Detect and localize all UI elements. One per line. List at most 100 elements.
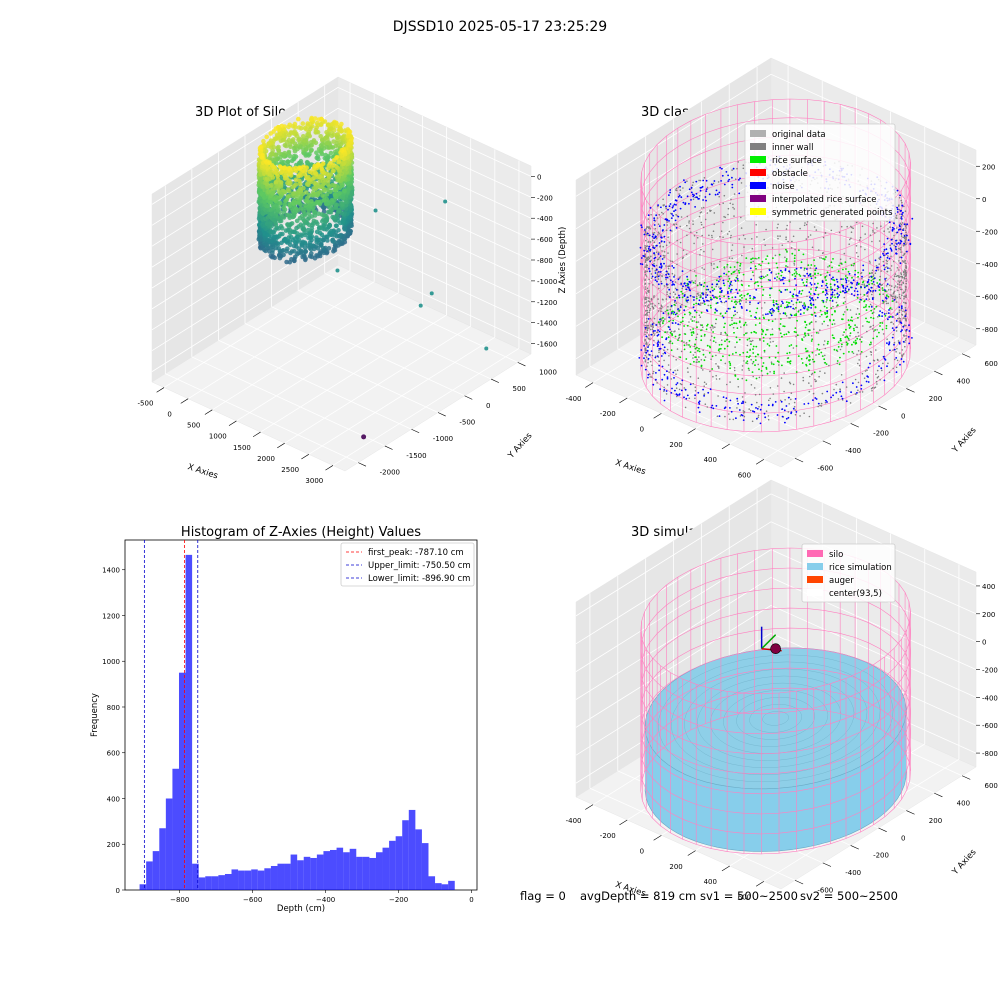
classify-wall-point bbox=[823, 340, 826, 342]
classify-noise-point bbox=[644, 326, 647, 329]
classify-wall-point bbox=[726, 383, 728, 386]
classify-noise-point bbox=[674, 322, 677, 324]
classify-wall-point bbox=[703, 385, 705, 388]
classify-rice-point bbox=[808, 355, 811, 358]
classify-rice-point bbox=[856, 296, 859, 299]
classify-wall-point bbox=[644, 359, 647, 361]
raw-cloud-point bbox=[306, 235, 311, 241]
classify-wall-point bbox=[675, 302, 678, 305]
classify-rice-point bbox=[758, 263, 760, 266]
classify-wall-point bbox=[668, 275, 671, 278]
classify-wall-point bbox=[693, 270, 696, 272]
classify-rice-point bbox=[766, 255, 769, 257]
classify-wall-point bbox=[901, 260, 904, 262]
classify-wall-point bbox=[751, 247, 754, 250]
classify-rice-point bbox=[762, 336, 765, 339]
classify-noise-point bbox=[647, 357, 650, 360]
classify-rice-point bbox=[868, 283, 870, 286]
classify-rice-point bbox=[739, 353, 741, 356]
classify-wall-point bbox=[702, 326, 704, 329]
raw-cloud-point bbox=[294, 225, 299, 231]
classify-wall-point bbox=[900, 309, 903, 311]
raw-cloud-point bbox=[319, 166, 324, 171]
classify-rice-point bbox=[804, 347, 807, 350]
classify-rice-point bbox=[851, 351, 854, 353]
classify-rice-point bbox=[685, 358, 688, 360]
classify-wall-point bbox=[694, 351, 696, 354]
classify-rice-point bbox=[799, 275, 802, 277]
classify-rice-point bbox=[787, 301, 790, 304]
classify-rice-point bbox=[781, 335, 783, 338]
classify-wall-point bbox=[715, 363, 717, 365]
classify-wall-point bbox=[822, 251, 824, 254]
classify-rice-point bbox=[746, 360, 749, 363]
raw-cloud-point bbox=[300, 226, 306, 231]
classify-rice-point bbox=[736, 261, 739, 264]
classify-wall-point bbox=[899, 248, 901, 250]
classify-wall-point bbox=[657, 302, 660, 305]
classify-wall-point bbox=[779, 399, 782, 402]
classify-rice-point bbox=[745, 379, 748, 382]
classify-rice-point bbox=[692, 331, 695, 333]
classify-rice-point bbox=[743, 334, 745, 336]
raw-cloud-point bbox=[339, 121, 344, 127]
classify-rice-point bbox=[761, 260, 764, 263]
classify-wall-point bbox=[792, 383, 795, 386]
classify-rice-point bbox=[878, 289, 881, 291]
classify-wall-point bbox=[698, 179, 700, 182]
classify-rice-point bbox=[765, 366, 768, 369]
raw-x-axis-label: X Axies bbox=[186, 462, 219, 481]
classify-rice-point bbox=[743, 294, 746, 297]
raw-x-tick-label: 3000 bbox=[305, 477, 323, 485]
classify-wall-point bbox=[646, 314, 648, 316]
classify-wall-point bbox=[855, 393, 857, 396]
classify-rice-point bbox=[871, 312, 874, 315]
classify-wall-point bbox=[698, 283, 701, 285]
classify-wall-point bbox=[722, 202, 724, 204]
classify-wall-point bbox=[902, 271, 905, 274]
classify-wall-point bbox=[868, 260, 871, 263]
classify-rice-point bbox=[794, 269, 796, 271]
classify-rice-point bbox=[826, 307, 828, 309]
classify-wall-point bbox=[649, 317, 652, 320]
classify-rice-point bbox=[695, 338, 697, 341]
classify-wall-point bbox=[835, 383, 838, 386]
classify-noise-point bbox=[668, 220, 670, 222]
classify-wall-point bbox=[870, 325, 872, 328]
classify-wall-point bbox=[896, 347, 898, 350]
classify-rice-point bbox=[711, 286, 713, 289]
classify-wall-point bbox=[676, 263, 678, 266]
classify-wall-point bbox=[872, 222, 874, 225]
classify-rice-point bbox=[753, 282, 756, 285]
classify-noise-point bbox=[660, 266, 663, 269]
classify-rice-point bbox=[834, 310, 836, 313]
classify-rice-point bbox=[810, 264, 813, 266]
classify-wall-point bbox=[812, 392, 815, 395]
classify-rice-point bbox=[808, 369, 810, 372]
raw-cloud-point bbox=[296, 137, 301, 143]
classify-wall-point bbox=[666, 331, 669, 333]
classify-wall-point bbox=[701, 234, 703, 237]
classify-wall-point bbox=[879, 275, 881, 278]
classify-rice-point bbox=[709, 304, 712, 307]
classify-wall-point bbox=[792, 347, 795, 349]
classify-wall-point bbox=[803, 412, 805, 415]
classify-wall-point bbox=[904, 229, 907, 232]
classify-rice-point bbox=[876, 282, 879, 284]
classify-noise-point bbox=[672, 214, 674, 217]
classify-wall-point bbox=[759, 301, 761, 304]
classify-noise-point bbox=[721, 174, 724, 177]
classify-wall-point bbox=[681, 303, 683, 306]
classify-rice-point bbox=[755, 377, 758, 380]
classify-wall-point bbox=[684, 406, 687, 409]
classify-wall-point bbox=[651, 305, 654, 308]
classify-wall-point bbox=[672, 291, 675, 294]
classify-rice-point bbox=[786, 251, 788, 253]
classify-wall-point bbox=[727, 275, 730, 278]
classify-wall-point bbox=[644, 349, 647, 352]
classify-wall-point bbox=[833, 388, 835, 391]
classify-wall-point bbox=[788, 279, 790, 281]
classify-rice-point bbox=[750, 343, 752, 346]
classify-noise-point bbox=[772, 309, 775, 312]
classify-wall-point bbox=[896, 286, 899, 288]
